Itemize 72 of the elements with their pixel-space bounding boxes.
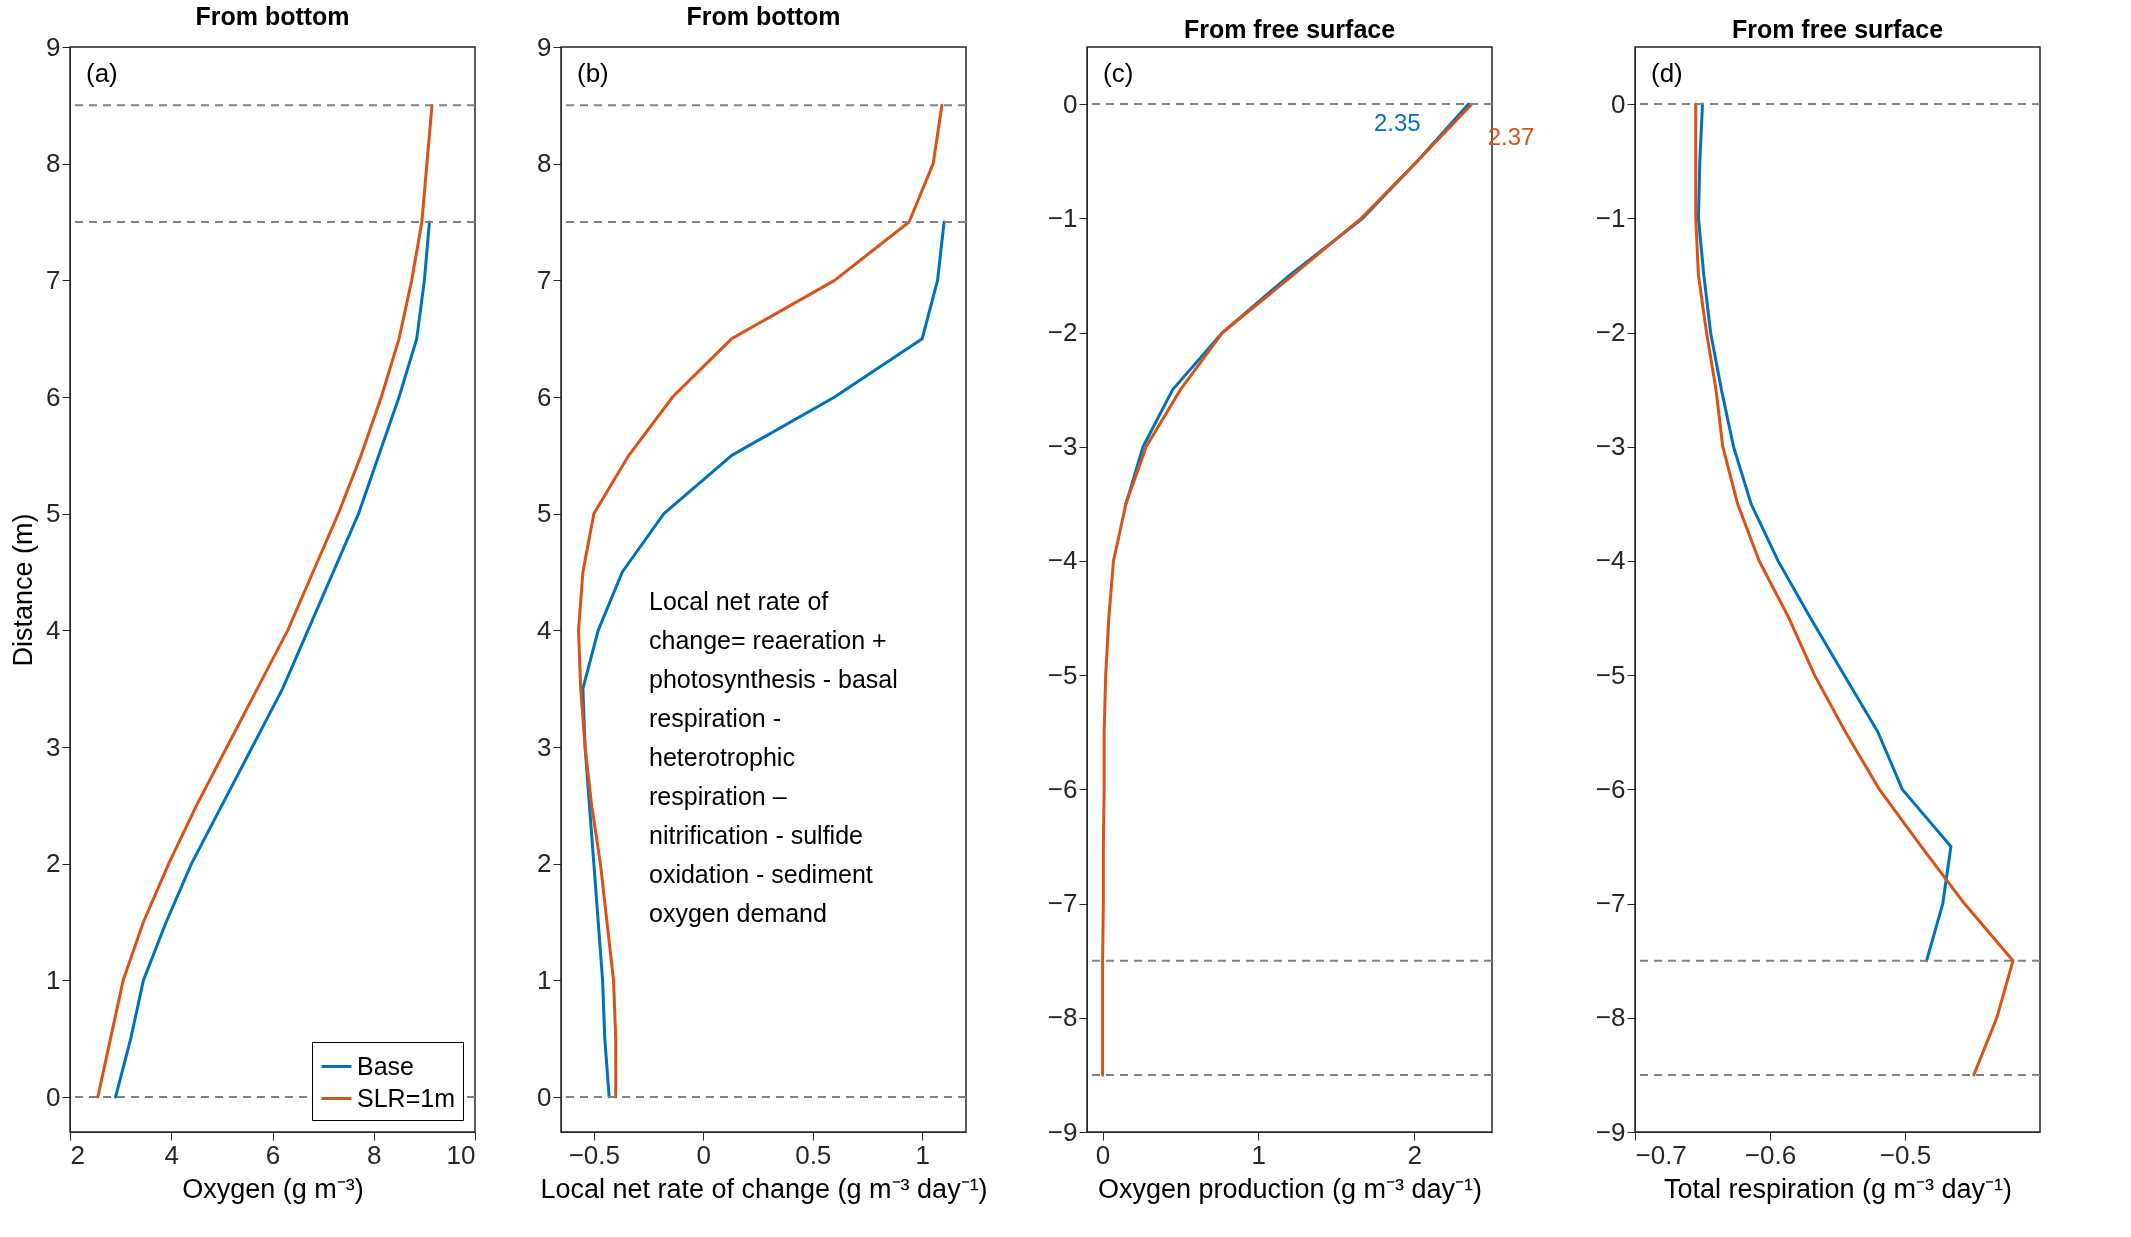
text: Local net rate of change= reaeration + photosynthesis - basal respiration - heterotrophic respiration – nitrification - sulfide oxidation - sediment oxygen demand	[649, 586, 898, 927]
x-tick-label: −0.7	[1635, 1139, 1687, 1170]
y-tick-label: 0	[1611, 88, 1626, 119]
y-tick-label: 4	[537, 614, 552, 645]
x-tick-label: 0	[696, 1139, 712, 1170]
annotation: (b)	[577, 58, 609, 88]
x-tick-label: 0	[1095, 1139, 1111, 1170]
legend-label: SLR=1m	[357, 1083, 455, 1112]
x-axis-title: Oxygen production (g m⁻³ day⁻¹)	[1097, 1173, 1483, 1204]
y-tick-label: −7	[1595, 888, 1626, 919]
y-tick-label: 2	[537, 848, 552, 879]
y-tick-label: −6	[1595, 773, 1626, 804]
y-tick-label: 1	[537, 964, 552, 995]
y-tick-label: 3	[537, 731, 552, 762]
x-tick-label: 8	[367, 1139, 382, 1170]
y-tick-label: 5	[537, 498, 552, 529]
chart-title: From bottom	[195, 2, 350, 30]
annotation: 2.35	[1373, 109, 1421, 137]
legend-label: Base	[357, 1051, 414, 1080]
y-tick-label: −5	[1595, 659, 1626, 690]
y-tick-label: 8	[46, 148, 61, 179]
y-tick-label: −2	[1047, 317, 1078, 348]
y-tick-label: 5	[46, 498, 61, 529]
chart-title: From free surface	[1183, 15, 1396, 43]
y-tick-label: 6	[537, 381, 552, 412]
y-tick-label: 6	[46, 381, 61, 412]
annotation: (a)	[86, 58, 118, 88]
y-tick-label: −6	[1047, 773, 1078, 804]
y-tick-label: −8	[1047, 1002, 1078, 1033]
y-tick-label: 8	[537, 148, 552, 179]
y-tick-label: −9	[1595, 1116, 1626, 1147]
x-tick-label: 6	[265, 1139, 281, 1170]
y-tick-label: 1	[46, 964, 61, 995]
x-tick-label: 1	[1251, 1139, 1267, 1170]
y-tick-label: −4	[1047, 545, 1078, 576]
annotation: (c)	[1103, 58, 1134, 88]
y-tick-label: −9	[1047, 1116, 1078, 1147]
x-tick-label: 2	[70, 1139, 85, 1170]
y-tick-label: 9	[537, 31, 552, 62]
x-axis-title: Oxygen (g m⁻³)	[182, 1173, 364, 1204]
x-tick-label: −0.5	[568, 1139, 620, 1170]
y-tick-label: 0	[537, 1081, 552, 1112]
y-tick-label: 0	[46, 1081, 61, 1112]
x-tick-label: 2	[1407, 1139, 1422, 1170]
y-tick-label: 7	[537, 264, 552, 295]
y-tick-label: −4	[1595, 545, 1626, 576]
annotation: (d)	[1651, 58, 1683, 88]
x-axis-title: Local net rate of change (g m⁻³ day⁻¹)	[540, 1173, 988, 1204]
x-axis-title: Total respiration (g m⁻³ day⁻¹)	[1663, 1173, 2013, 1204]
chart-title: From bottom	[686, 2, 841, 30]
y-tick-label: 3	[46, 731, 61, 762]
y-tick-label: −8	[1595, 1002, 1626, 1033]
x-tick-label: 4	[164, 1139, 179, 1170]
y-tick-label: 7	[46, 264, 61, 295]
y-tick-label: −1	[1595, 202, 1626, 233]
y-tick-label: −2	[1595, 317, 1626, 348]
y-axis-title: Distance (m)	[8, 513, 39, 667]
x-tick-label: −0.5	[1879, 1139, 1932, 1170]
y-tick-label: −3	[1047, 431, 1078, 462]
x-tick-label: −0.6	[1744, 1139, 1797, 1170]
y-tick-label: 0	[1063, 88, 1078, 119]
y-tick-label: 9	[46, 31, 61, 62]
x-tick-label: 0.5	[795, 1139, 832, 1170]
chart-title: From free surface	[1731, 15, 1944, 43]
y-tick-label: −7	[1047, 888, 1078, 919]
x-tick-label: 1	[915, 1139, 930, 1170]
y-tick-label: −3	[1595, 431, 1626, 462]
y-tick-label: 2	[46, 848, 61, 879]
y-tick-label: 4	[46, 614, 61, 645]
y-tick-label: −1	[1047, 202, 1078, 233]
y-tick-label: −5	[1047, 659, 1078, 690]
x-tick-label: 10	[446, 1139, 476, 1170]
